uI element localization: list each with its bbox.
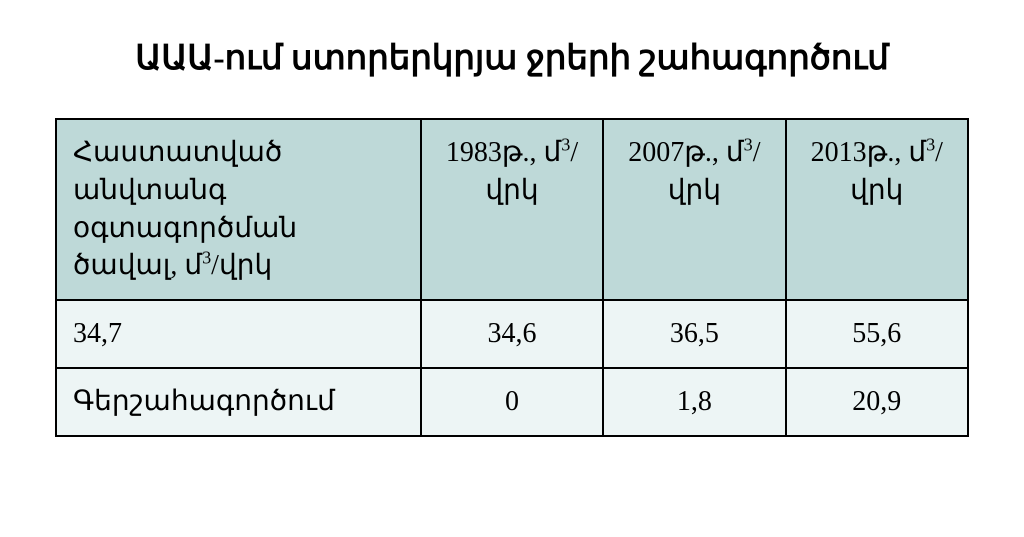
- cell-r1-c0: Գերշահագործում: [56, 368, 421, 436]
- page-title: ԱԱԱ-ում ստորերկրյա ջրերի շահագործում: [55, 38, 969, 78]
- table-header-row: Հաստատված անվտանգ օգտագործման ծավալ, մ3/…: [56, 119, 968, 300]
- data-table: Հաստատված անվտանգ օգտագործման ծավալ, մ3/…: [55, 118, 969, 437]
- cell-r1-c3: 20,9: [786, 368, 968, 436]
- col-header-0: Հաստատված անվտանգ օգտագործման ծավալ, մ3/…: [56, 119, 421, 300]
- table-row: Գերշահագործում 0 1,8 20,9: [56, 368, 968, 436]
- col-header-2: 2007թ., մ3/վրկ: [603, 119, 785, 300]
- cell-r1-c2: 1,8: [603, 368, 785, 436]
- cell-r0-c0: 34,7: [56, 300, 421, 368]
- cell-r0-c1: 34,6: [421, 300, 603, 368]
- col-header-1: 1983թ., մ3/վրկ: [421, 119, 603, 300]
- cell-r0-c2: 36,5: [603, 300, 785, 368]
- cell-r1-c1: 0: [421, 368, 603, 436]
- table-row: 34,7 34,6 36,5 55,6: [56, 300, 968, 368]
- page-root: ԱԱԱ-ում ստորերկրյա ջրերի շահագործում Հաս…: [0, 0, 1024, 537]
- cell-r0-c3: 55,6: [786, 300, 968, 368]
- col-header-3: 2013թ., մ3/վրկ: [786, 119, 968, 300]
